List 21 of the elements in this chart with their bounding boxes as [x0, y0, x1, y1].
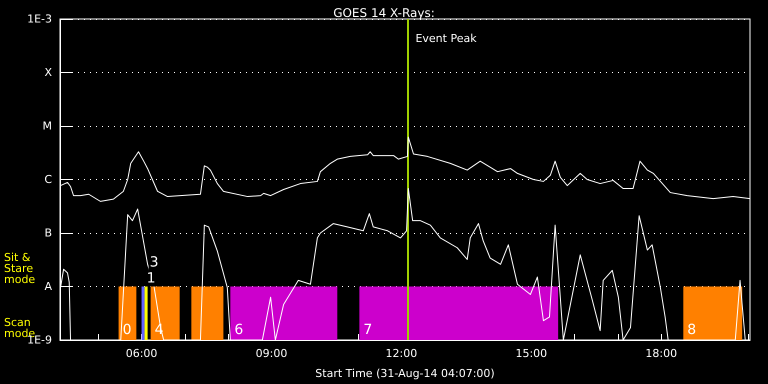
band-label: 3	[150, 254, 159, 270]
x-tick-label: 12:00	[386, 347, 418, 360]
y-tick-label: M	[42, 120, 52, 132]
band-label: 0	[122, 322, 132, 338]
chart-title: GOES 14 X-Rays:	[333, 6, 435, 20]
text: Sit & Stare mode	[4, 251, 37, 286]
x-tick-label: 06:00	[126, 347, 158, 360]
y-tick-label: X	[44, 66, 52, 79]
band-label: 8	[687, 322, 696, 338]
x-axis-title: Start Time (31-Aug-14 04:07:00)	[315, 367, 495, 380]
y-tick-label: A	[44, 280, 52, 293]
y-tick-label: 1E-3	[27, 12, 52, 26]
ref-line-label: Event Peak	[415, 32, 478, 45]
x-tick-label: 09:00	[256, 347, 288, 360]
x-tick-label: 15:00	[515, 347, 548, 360]
band-label: 6	[234, 322, 244, 338]
y-tick-label: C	[44, 173, 52, 186]
x-tick-label: 18:00	[645, 347, 678, 360]
band-label: 7	[363, 322, 372, 338]
band-label: 1	[146, 270, 156, 286]
y-tick-label: B	[44, 226, 52, 240]
